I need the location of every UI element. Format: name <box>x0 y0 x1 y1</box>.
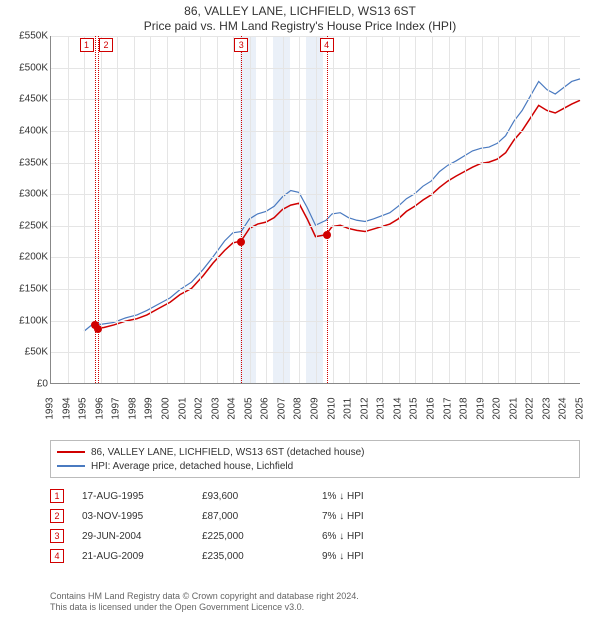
x-axis-label: 2015 <box>409 395 420 423</box>
x-axis-label: 2001 <box>177 395 188 423</box>
title-address: 86, VALLEY LANE, LICHFIELD, WS13 6ST <box>0 4 600 18</box>
event-ref-box: 1 <box>50 489 64 503</box>
x-axis-label: 2010 <box>326 395 337 423</box>
event-ref-box: 3 <box>50 529 64 543</box>
footer-line2: This data is licensed under the Open Gov… <box>50 602 580 614</box>
legend: 86, VALLEY LANE, LICHFIELD, WS13 6ST (de… <box>50 440 580 478</box>
x-axis-label: 1997 <box>111 395 122 423</box>
event-ref-box: 2 <box>50 509 64 523</box>
price-marker <box>94 325 102 333</box>
x-axis-label: 2012 <box>359 395 370 423</box>
y-axis-label: £550K <box>4 31 48 42</box>
x-axis-label: 2003 <box>210 395 221 423</box>
tx-price: £93,600 <box>202 491 322 502</box>
chart-area: 12 3 4 £0 £50K £100K £150K £200K £250K £300K £350… <box>0 36 600 416</box>
tx-date: 17-AUG-1995 <box>82 491 202 502</box>
footer-attribution: Contains HM Land Registry data © Crown c… <box>50 591 580 614</box>
y-axis-label: £150K <box>4 284 48 295</box>
x-axis-label: 2004 <box>227 395 238 423</box>
table-row: 2 03-NOV-1995£87,0007% ↓ HPI <box>50 506 580 526</box>
x-axis-label: 2016 <box>425 395 436 423</box>
event-ref-box: 4 <box>50 549 64 563</box>
y-axis-label: £400K <box>4 125 48 136</box>
tx-price: £87,000 <box>202 511 322 522</box>
table-row: 1 17-AUG-1995£93,6001% ↓ HPI <box>50 486 580 506</box>
event-marker-box: 2 <box>99 38 113 52</box>
x-axis-label: 2025 <box>575 395 586 423</box>
price-marker <box>323 231 331 239</box>
x-axis-label: 1998 <box>127 395 138 423</box>
plot-area: 12 3 4 <box>50 36 580 384</box>
event-marker-box: 1 <box>80 38 94 52</box>
legend-label: HPI: Average price, detached house, Lich… <box>91 461 293 472</box>
x-axis-label: 2002 <box>194 395 205 423</box>
tx-price: £225,000 <box>202 531 322 542</box>
x-axis-label: 2005 <box>243 395 254 423</box>
x-axis-label: 2024 <box>558 395 569 423</box>
tx-diff: 7% ↓ HPI <box>322 511 422 522</box>
x-axis-label: 2021 <box>508 395 519 423</box>
y-axis-label: £250K <box>4 220 48 231</box>
legend-swatch <box>57 465 85 467</box>
tx-date: 29-JUN-2004 <box>82 531 202 542</box>
event-marker-box: 4 <box>320 38 334 52</box>
y-axis-label: £50K <box>4 347 48 358</box>
x-axis-label: 2006 <box>260 395 271 423</box>
price-marker <box>237 238 245 246</box>
x-axis-label: 2000 <box>160 395 171 423</box>
x-axis-label: 1999 <box>144 395 155 423</box>
x-axis-label: 2013 <box>376 395 387 423</box>
y-axis-label: £500K <box>4 62 48 73</box>
x-axis-label: 2017 <box>442 395 453 423</box>
tx-date: 03-NOV-1995 <box>82 511 202 522</box>
table-row: 4 21-AUG-2009£235,0009% ↓ HPI <box>50 546 580 566</box>
y-axis-label: £350K <box>4 157 48 168</box>
table-row: 3 29-JUN-2004£225,0006% ↓ HPI <box>50 526 580 546</box>
y-axis-label: £450K <box>4 94 48 105</box>
x-axis-label: 2022 <box>525 395 536 423</box>
y-axis-label: £300K <box>4 189 48 200</box>
x-axis-label: 2019 <box>475 395 486 423</box>
tx-diff: 1% ↓ HPI <box>322 491 422 502</box>
y-axis-label: £0 <box>4 379 48 390</box>
chart-title: 86, VALLEY LANE, LICHFIELD, WS13 6ST Pri… <box>0 0 600 33</box>
event-marker-box: 3 <box>234 38 248 52</box>
x-axis-label: 1996 <box>94 395 105 423</box>
tx-diff: 6% ↓ HPI <box>322 531 422 542</box>
legend-item: HPI: Average price, detached house, Lich… <box>57 459 573 473</box>
y-axis-label: £100K <box>4 315 48 326</box>
x-axis-label: 1995 <box>78 395 89 423</box>
x-axis-label: 2020 <box>492 395 503 423</box>
x-axis-label: 2018 <box>459 395 470 423</box>
x-axis-label: 2008 <box>293 395 304 423</box>
tx-date: 21-AUG-2009 <box>82 551 202 562</box>
transaction-table: 117-AUG-1995£93,6001% ↓ HPI203-NOV-1995£… <box>50 486 580 566</box>
x-axis-label: 2007 <box>276 395 287 423</box>
y-axis-label: £200K <box>4 252 48 263</box>
x-axis-label: 2009 <box>310 395 321 423</box>
x-axis-label: 1994 <box>61 395 72 423</box>
tx-diff: 9% ↓ HPI <box>322 551 422 562</box>
tx-price: £235,000 <box>202 551 322 562</box>
x-axis-label: 2023 <box>541 395 552 423</box>
title-subtitle: Price paid vs. HM Land Registry's House … <box>0 19 600 33</box>
x-axis-label: 2011 <box>343 395 354 423</box>
legend-swatch <box>57 451 85 453</box>
legend-item: 86, VALLEY LANE, LICHFIELD, WS13 6ST (de… <box>57 445 573 459</box>
x-axis-label: 1993 <box>45 395 56 423</box>
x-axis-label: 2014 <box>392 395 403 423</box>
legend-label: 86, VALLEY LANE, LICHFIELD, WS13 6ST (de… <box>91 447 364 458</box>
footer-line1: Contains HM Land Registry data © Crown c… <box>50 591 580 603</box>
